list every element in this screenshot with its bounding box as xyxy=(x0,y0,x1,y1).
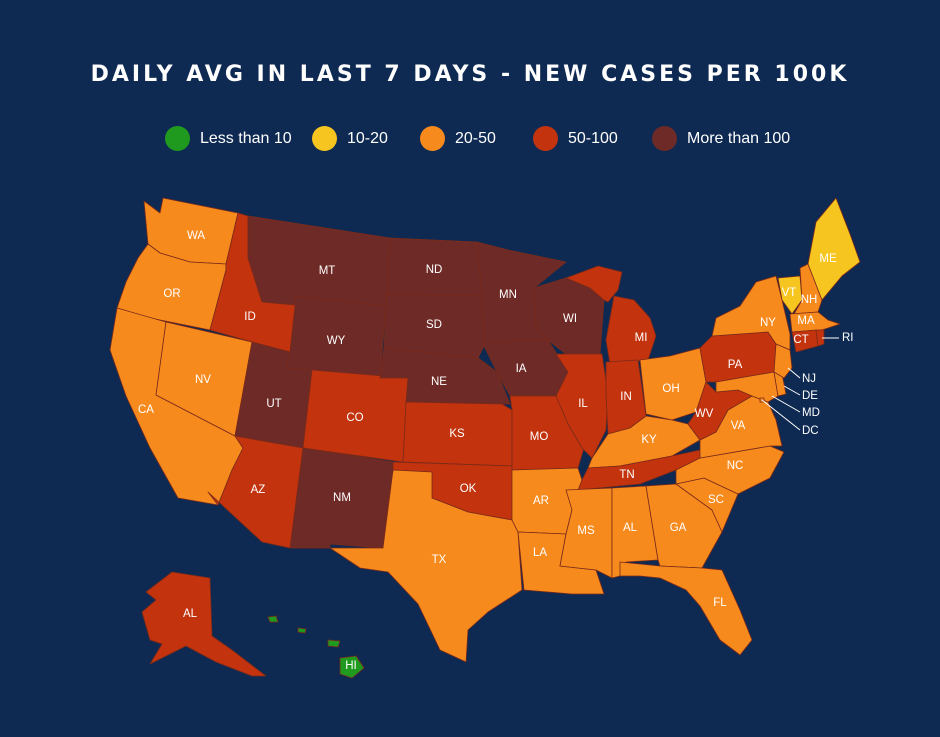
label-WI: WI xyxy=(563,313,577,325)
label-FL: FL xyxy=(713,597,727,609)
label-ID: ID xyxy=(244,311,256,323)
label-MO: MO xyxy=(530,431,549,443)
label-NJ: NJ xyxy=(802,373,816,385)
label-TX: TX xyxy=(432,554,447,566)
legend-swatch-gt100 xyxy=(652,126,677,151)
label-CT: CT xyxy=(793,334,808,346)
label-HI: HI xyxy=(345,660,357,672)
label-ND: ND xyxy=(426,264,443,276)
label-MN: MN xyxy=(499,289,517,301)
label-KS: KS xyxy=(449,428,465,440)
leader-MD xyxy=(771,395,801,413)
label-AZ: AZ xyxy=(251,484,266,496)
state-VT xyxy=(777,275,803,315)
label-TN: TN xyxy=(619,469,634,481)
legend-item-gt100: More than 100 xyxy=(652,126,790,151)
map-title: DAILY AVG IN LAST 7 DAYS - NEW CASES PER… xyxy=(90,62,850,87)
label-MS: MS xyxy=(577,525,595,537)
label-AR: AR xyxy=(533,495,549,507)
label-IA: IA xyxy=(516,363,527,375)
label-KY: KY xyxy=(641,434,657,446)
label-NY: NY xyxy=(760,317,776,329)
legend-label-50-100: 50-100 xyxy=(568,129,618,147)
states-layer xyxy=(109,197,861,679)
state-MI xyxy=(565,265,657,365)
legend-label-10-20: 10-20 xyxy=(347,129,388,147)
legend-swatch-lt10 xyxy=(165,126,190,151)
label-MA: MA xyxy=(797,315,815,327)
label-GA: GA xyxy=(670,522,687,534)
legend-item-lt10: Less than 10 xyxy=(165,126,292,151)
state-RI xyxy=(815,329,825,347)
state-MT xyxy=(247,215,391,307)
state-SD xyxy=(383,293,485,359)
label-DE: DE xyxy=(802,390,818,402)
label-VT: VT xyxy=(782,287,797,299)
label-MI: MI xyxy=(635,332,648,344)
legend-item-20-50: 20-50 xyxy=(420,126,496,151)
label-SC: SC xyxy=(708,494,724,506)
label-IN: IN xyxy=(620,391,632,403)
label-CO: CO xyxy=(346,412,363,424)
leader-DE xyxy=(783,385,801,396)
label-VA: VA xyxy=(731,420,746,432)
state-AK xyxy=(141,571,267,677)
state-NJ xyxy=(773,343,793,379)
state-WV xyxy=(687,381,753,441)
label-WV: WV xyxy=(695,408,714,420)
legend: Less than 10 10-20 20-50 50-100 More tha… xyxy=(0,126,940,156)
state-TX xyxy=(329,469,523,663)
label-MD: MD xyxy=(802,407,820,419)
legend-item-10-20: 10-20 xyxy=(312,126,388,151)
legend-label-20-50: 20-50 xyxy=(455,129,496,147)
legend-swatch-10-20 xyxy=(312,126,337,151)
leader-NJ xyxy=(787,367,801,379)
label-AK: AL xyxy=(183,608,198,620)
label-OK: OK xyxy=(460,483,477,495)
label-WA: WA xyxy=(187,230,205,242)
label-SD: SD xyxy=(426,319,442,331)
leader-DC xyxy=(761,399,801,431)
legend-swatch-20-50 xyxy=(420,126,445,151)
label-NM: NM xyxy=(333,492,351,504)
label-UT: UT xyxy=(266,398,281,410)
state-IL xyxy=(555,353,609,459)
label-OR: OR xyxy=(163,288,180,300)
legend-label-lt10: Less than 10 xyxy=(200,129,292,147)
label-NH: NH xyxy=(801,294,818,306)
label-PA: PA xyxy=(728,359,743,371)
label-WY: WY xyxy=(327,335,346,347)
label-DC: DC xyxy=(802,425,819,437)
label-NE: NE xyxy=(431,376,447,388)
label-IL: IL xyxy=(578,398,588,410)
label-CA: CA xyxy=(138,404,154,416)
label-ME: ME xyxy=(819,253,837,265)
label-NV: NV xyxy=(195,374,211,386)
label-MT: MT xyxy=(319,265,336,277)
state-FL xyxy=(619,561,753,656)
state-ME xyxy=(807,197,861,301)
state-HI xyxy=(267,615,365,679)
legend-item-50-100: 50-100 xyxy=(533,126,618,151)
labels-layer: WA OR CA NV ID MT WY UT AZ CO NM ND SD N… xyxy=(138,230,853,672)
legend-swatch-50-100 xyxy=(533,126,558,151)
label-LA: LA xyxy=(533,547,547,559)
label-OH: OH xyxy=(662,383,679,395)
legend-label-gt100: More than 100 xyxy=(687,129,791,147)
label-NC: NC xyxy=(727,460,744,472)
label-RI: RI xyxy=(842,332,854,344)
label-AL: AL xyxy=(623,522,638,534)
